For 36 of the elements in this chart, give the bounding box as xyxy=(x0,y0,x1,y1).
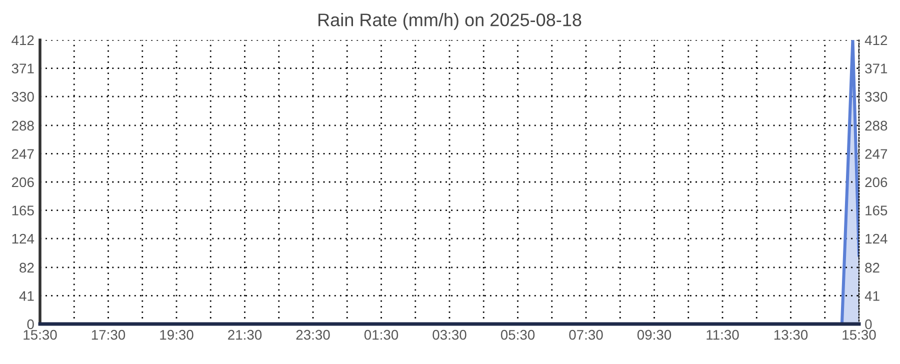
x-tick-label: 07:30 xyxy=(569,330,603,340)
x-tick-label: 15:30 xyxy=(842,330,876,340)
y-tick-label: 371 xyxy=(12,64,34,74)
x-tick-label: 05:30 xyxy=(500,330,535,340)
x-tick-label: 13:30 xyxy=(774,330,808,340)
y2-tick-label: 82 xyxy=(865,262,880,273)
y2-tick-label: 288 xyxy=(865,120,888,131)
y-tick-label: 165 xyxy=(12,206,34,216)
x-tick-label: 23:30 xyxy=(296,330,330,340)
y-tick-label: 124 xyxy=(12,234,34,244)
y-tick-label: 206 xyxy=(12,177,34,188)
y2-tick-label: 41 xyxy=(864,291,880,301)
y2-tick-label: 412 xyxy=(864,35,888,46)
x-tick-label: 17:30 xyxy=(92,330,126,340)
y2-tick-label: 124 xyxy=(866,234,888,244)
x-tick-label: 21:30 xyxy=(228,330,262,340)
y-tick-label: 412 xyxy=(12,35,34,46)
y-tick-label: 41 xyxy=(19,291,34,301)
y2-tick-label: 0 xyxy=(865,319,872,330)
y-tick-label: 0 xyxy=(27,319,34,330)
x-tick-label: 01:30 xyxy=(364,330,398,340)
chart-title: Rain Rate (mm/h) on 2025-08-18 xyxy=(318,13,582,30)
y2-tick-label: 371 xyxy=(865,64,888,74)
y2-tick-label: 165 xyxy=(866,206,888,216)
x-tick-label: 03:30 xyxy=(432,330,466,340)
y2-tick-label: 330 xyxy=(865,92,888,102)
x-tick-label: 19:30 xyxy=(160,330,194,340)
y2-tick-label: 206 xyxy=(865,177,888,188)
x-tick-label: 15:30 xyxy=(24,330,57,340)
y-tick-label: 330 xyxy=(12,92,34,102)
y-tick-label: 82 xyxy=(20,262,34,273)
y-tick-label: 247 xyxy=(12,149,34,159)
y2-tick-label: 247 xyxy=(865,149,888,159)
x-tick-label: 09:30 xyxy=(637,330,672,340)
x-tick-label: 11:30 xyxy=(706,330,739,340)
y-tick-label: 288 xyxy=(12,120,34,131)
